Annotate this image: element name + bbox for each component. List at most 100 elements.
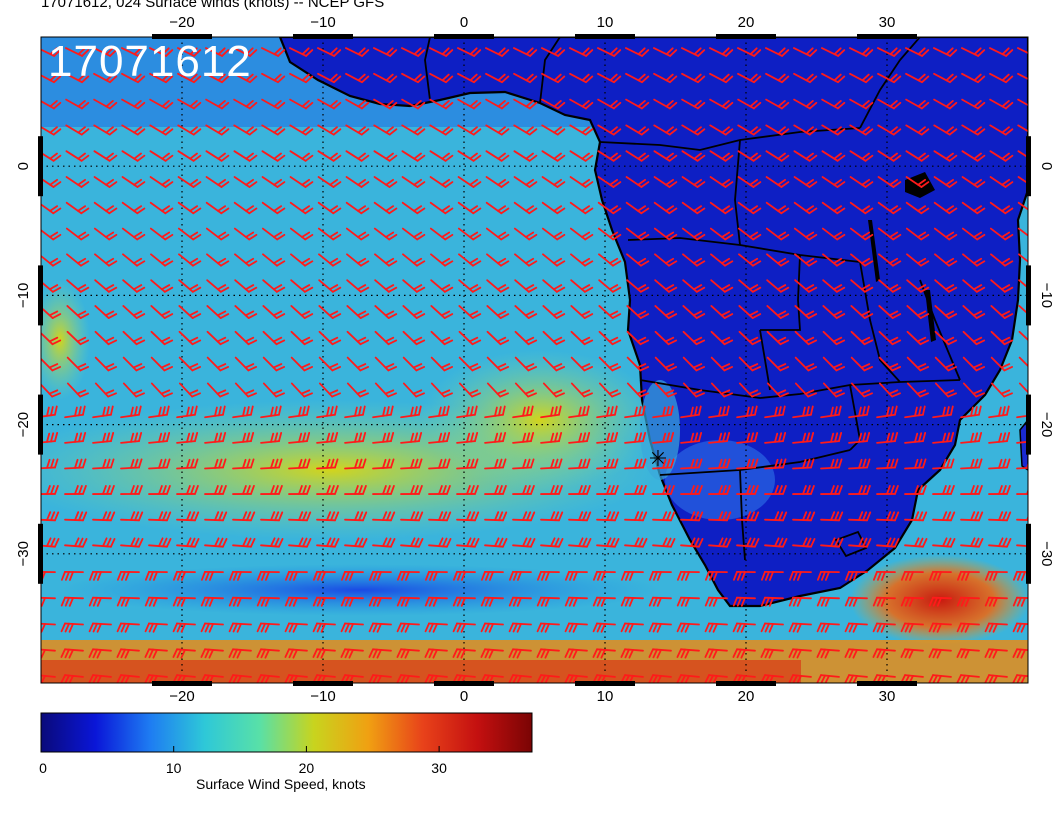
wind-barb xyxy=(766,330,790,346)
wind-barb xyxy=(204,511,228,522)
wind-barb xyxy=(176,405,198,419)
wind-barb xyxy=(568,458,591,470)
wind-barb xyxy=(680,484,703,495)
wind-barb xyxy=(228,596,252,607)
wind-barb xyxy=(906,330,930,346)
wind-barb xyxy=(738,253,762,267)
wind-barb xyxy=(402,279,426,293)
wind-barb xyxy=(122,356,146,372)
wind-barb xyxy=(514,305,538,319)
wind-barb xyxy=(480,622,504,633)
wind-barb xyxy=(764,405,786,419)
wind-barb xyxy=(508,596,532,607)
wind-barb xyxy=(568,511,592,522)
wind-barb xyxy=(988,458,1011,470)
wind-barb xyxy=(878,330,902,346)
wind-barb xyxy=(260,458,283,470)
wind-barb xyxy=(373,98,398,110)
wind-barb xyxy=(65,98,90,110)
wind-barb xyxy=(373,124,398,136)
wind-barb xyxy=(200,596,224,607)
wind-barb xyxy=(652,537,676,548)
wind-barb xyxy=(41,596,56,607)
wind-barb xyxy=(960,484,983,495)
wind-barb xyxy=(150,279,174,293)
wind-barb xyxy=(514,356,538,372)
wind-barb xyxy=(513,201,538,215)
wind-barb xyxy=(988,537,1012,548)
wind-barb xyxy=(429,227,454,241)
wind-barb xyxy=(648,648,672,659)
wind-barb xyxy=(872,648,896,659)
wind-barb xyxy=(200,648,224,659)
wind-barb xyxy=(150,305,174,319)
wind-barb xyxy=(484,537,508,548)
wind-barb xyxy=(430,330,454,346)
wind-barb xyxy=(316,432,339,444)
wind-barb xyxy=(933,124,958,136)
wind-barb xyxy=(626,356,650,372)
wind-barb xyxy=(514,253,538,267)
wind-barb xyxy=(536,622,560,633)
top-tick-bar xyxy=(152,34,212,39)
wind-barb xyxy=(424,674,448,683)
wind-barb xyxy=(144,570,168,581)
wind-barb xyxy=(312,622,336,633)
wind-barb xyxy=(284,648,308,659)
wind-barb xyxy=(597,227,622,241)
wind-barb xyxy=(876,432,899,444)
wind-barb xyxy=(905,176,930,188)
wind-barb xyxy=(934,382,957,398)
wind-barb xyxy=(960,432,983,444)
wind-barb xyxy=(848,405,870,419)
wind-barb xyxy=(93,98,118,110)
wind-barb xyxy=(290,356,314,372)
wind-barb xyxy=(234,253,258,267)
wind-barb xyxy=(1017,98,1028,110)
wind-barb xyxy=(513,150,538,162)
wind-barb xyxy=(928,622,952,633)
wind-barb xyxy=(261,201,286,215)
right-lat-label: −20 xyxy=(1038,412,1055,437)
wind-barb xyxy=(205,124,230,136)
wind-barb xyxy=(648,622,672,633)
wind-barb xyxy=(962,305,986,319)
wind-barb xyxy=(512,511,536,522)
wind-barb xyxy=(764,537,788,548)
wind-barb xyxy=(116,596,140,607)
wind-barb xyxy=(94,330,118,346)
wind-barb xyxy=(372,484,395,495)
wind-barb xyxy=(906,382,929,398)
wind-barb xyxy=(177,227,202,241)
wind-barb xyxy=(933,150,958,162)
bottom-lon-label: 20 xyxy=(738,688,755,705)
wind-barb xyxy=(312,648,336,659)
right-tick-bar xyxy=(1026,265,1031,326)
wind-barb xyxy=(877,150,902,162)
wind-barb xyxy=(317,72,342,84)
wind-barb xyxy=(596,405,618,419)
wind-barb xyxy=(116,570,140,581)
wind-barb xyxy=(312,570,336,581)
wind-barb xyxy=(402,305,426,319)
wind-barb xyxy=(900,622,924,633)
wind-barb xyxy=(850,356,874,372)
wind-barb xyxy=(424,622,448,633)
wind-barb xyxy=(66,382,89,398)
wind-barb xyxy=(765,150,790,162)
wind-barb xyxy=(60,596,84,607)
wind-barb xyxy=(345,47,370,57)
wind-barb xyxy=(120,432,143,444)
wind-barb xyxy=(508,648,532,659)
wind-barb xyxy=(624,458,647,470)
wind-barb xyxy=(788,674,812,683)
bottom-lon-label: 0 xyxy=(460,688,468,705)
wind-barb xyxy=(508,622,532,633)
wind-barb xyxy=(653,124,678,136)
wind-barb xyxy=(961,72,986,84)
bottom-lon-label: −20 xyxy=(169,688,194,705)
wind-barb xyxy=(652,458,675,470)
wind-barb xyxy=(41,124,62,136)
wind-barb xyxy=(122,382,145,398)
wind-barb xyxy=(513,72,538,84)
